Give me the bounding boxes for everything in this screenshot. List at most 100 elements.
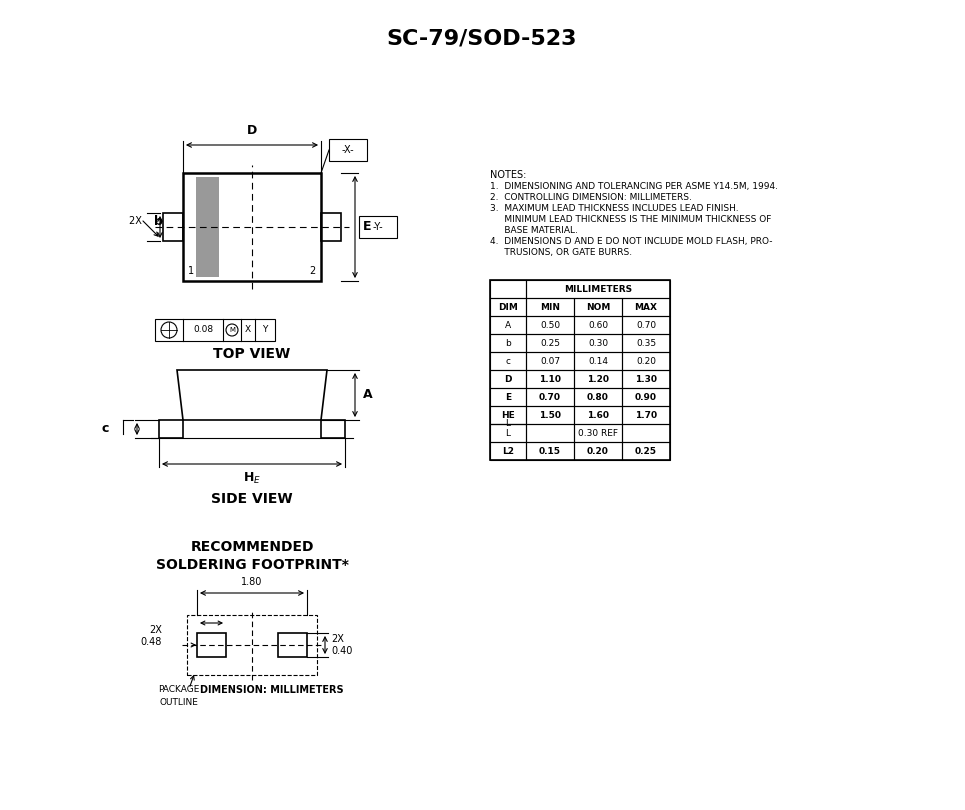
Text: b: b: [505, 339, 510, 347]
Text: SC-79/SOD-523: SC-79/SOD-523: [387, 28, 577, 48]
Bar: [526, 334, 574, 352]
Bar: [187, 615, 317, 675]
Text: MAX: MAX: [635, 302, 657, 312]
Text: X: X: [245, 326, 251, 335]
Bar: [321, 213, 341, 241]
Bar: [490, 442, 526, 460]
Text: A: A: [363, 389, 372, 402]
Text: 2X: 2X: [150, 625, 162, 635]
Text: 0.60: 0.60: [588, 321, 608, 330]
Bar: [526, 442, 574, 460]
Text: -Y-: -Y-: [372, 222, 383, 232]
Text: 0.48: 0.48: [141, 637, 162, 647]
Text: 0.20: 0.20: [587, 446, 609, 455]
Bar: [574, 442, 622, 460]
Bar: [359, 216, 397, 238]
Text: A: A: [505, 321, 511, 330]
Bar: [574, 406, 622, 424]
Text: NOTES:: NOTES:: [490, 170, 526, 180]
Bar: [574, 316, 622, 334]
Bar: [183, 173, 321, 281]
Bar: [526, 298, 574, 316]
Text: 0.30: 0.30: [588, 339, 608, 347]
Bar: [526, 370, 574, 388]
Bar: [622, 316, 670, 334]
Bar: [622, 424, 670, 442]
Bar: [622, 298, 670, 316]
Text: HE: HE: [501, 411, 515, 420]
Text: 2.  CONTROLLING DIMENSION: MILLIMETERS.: 2. CONTROLLING DIMENSION: MILLIMETERS.: [490, 193, 692, 202]
Text: L: L: [506, 428, 510, 437]
Text: SOLDERING FOOTPRINT*: SOLDERING FOOTPRINT*: [155, 558, 348, 572]
Bar: [574, 424, 622, 442]
Bar: [490, 406, 526, 424]
Text: 0.08: 0.08: [193, 326, 213, 335]
Text: 0.70: 0.70: [636, 321, 656, 330]
Text: D: D: [505, 374, 511, 383]
Text: 2X: 2X: [331, 634, 344, 644]
Text: 2: 2: [310, 266, 316, 276]
Text: BASE MATERIAL.: BASE MATERIAL.: [490, 226, 578, 235]
Bar: [490, 316, 526, 334]
Bar: [490, 280, 670, 460]
Bar: [278, 633, 307, 657]
Text: 1: 1: [188, 266, 194, 276]
Bar: [622, 406, 670, 424]
Bar: [574, 370, 622, 388]
Text: MINIMUM LEAD THICKNESS IS THE MINIMUM THICKNESS OF: MINIMUM LEAD THICKNESS IS THE MINIMUM TH…: [490, 215, 771, 224]
Bar: [197, 633, 226, 657]
Text: 3.  MAXIMUM LEAD THICKNESS INCLUDES LEAD FINISH.: 3. MAXIMUM LEAD THICKNESS INCLUDES LEAD …: [490, 204, 738, 213]
Bar: [163, 213, 183, 241]
Text: 0.25: 0.25: [540, 339, 560, 347]
Bar: [526, 316, 574, 334]
Bar: [490, 334, 526, 352]
Text: 0.40: 0.40: [331, 646, 352, 656]
Text: 0.07: 0.07: [540, 356, 560, 365]
Bar: [622, 334, 670, 352]
Bar: [490, 424, 526, 442]
Text: 2X: 2X: [129, 216, 145, 227]
Bar: [490, 298, 526, 316]
Bar: [574, 352, 622, 370]
Text: 1.  DIMENSIONING AND TOLERANCING PER ASME Y14.5M, 1994.: 1. DIMENSIONING AND TOLERANCING PER ASME…: [490, 182, 778, 191]
Text: 1.30: 1.30: [635, 374, 657, 383]
Text: TOP VIEW: TOP VIEW: [213, 347, 290, 361]
Bar: [526, 388, 574, 406]
Text: 0.90: 0.90: [635, 393, 657, 402]
Text: 0.80: 0.80: [587, 393, 609, 402]
Bar: [155, 319, 275, 341]
Text: TRUSIONS, OR GATE BURRS.: TRUSIONS, OR GATE BURRS.: [490, 248, 632, 257]
Bar: [490, 388, 526, 406]
Bar: [490, 352, 526, 370]
Bar: [321, 420, 345, 438]
Text: 0.50: 0.50: [540, 321, 560, 330]
Text: PACKAGE: PACKAGE: [158, 685, 200, 694]
Text: MILLIMETERS: MILLIMETERS: [564, 284, 632, 293]
Text: SIDE VIEW: SIDE VIEW: [211, 492, 292, 506]
Bar: [622, 442, 670, 460]
Text: NOM: NOM: [586, 302, 610, 312]
Text: 0.20: 0.20: [636, 356, 656, 365]
Bar: [622, 352, 670, 370]
Bar: [159, 420, 183, 438]
Text: 1.80: 1.80: [241, 577, 262, 587]
Text: OUTLINE: OUTLINE: [159, 698, 199, 707]
Text: 1.50: 1.50: [539, 411, 561, 420]
Bar: [526, 406, 574, 424]
Text: L: L: [506, 420, 510, 428]
Text: c: c: [506, 356, 510, 365]
Text: D: D: [247, 124, 257, 137]
Text: 0.70: 0.70: [539, 393, 561, 402]
Text: Y: Y: [262, 326, 267, 335]
Text: c: c: [101, 421, 109, 434]
Bar: [622, 370, 670, 388]
Text: b: b: [154, 215, 163, 228]
Text: 1.70: 1.70: [635, 411, 657, 420]
Text: 0.25: 0.25: [635, 446, 657, 455]
Text: DIMENSION: MILLIMETERS: DIMENSION: MILLIMETERS: [200, 685, 344, 695]
Text: 1.10: 1.10: [539, 374, 561, 383]
Text: 0.14: 0.14: [588, 356, 608, 365]
Text: H$_E$: H$_E$: [243, 471, 262, 486]
Text: 0.15: 0.15: [539, 446, 561, 455]
Text: E: E: [505, 393, 511, 402]
